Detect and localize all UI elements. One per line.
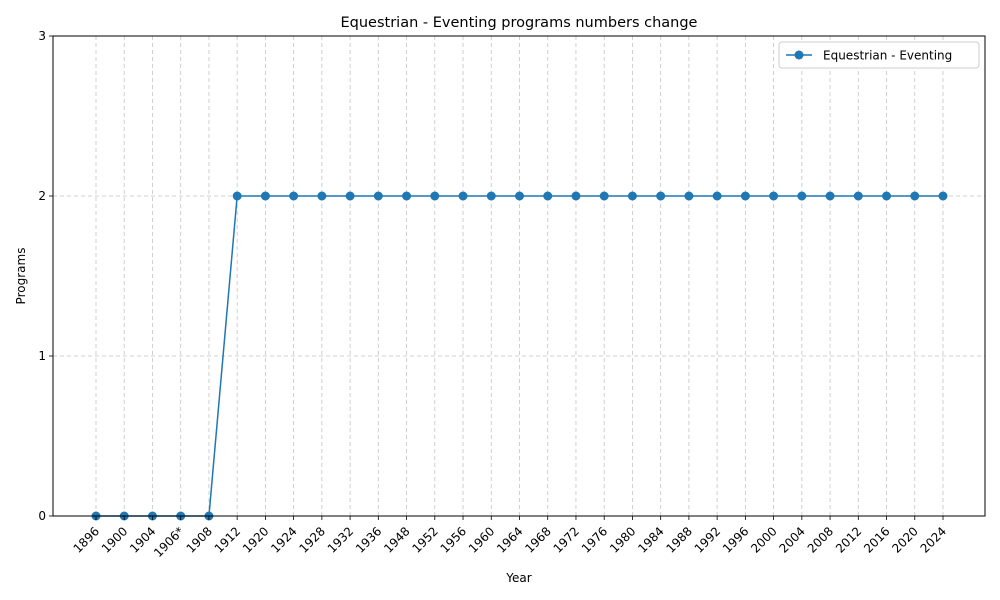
data-point xyxy=(430,191,440,201)
data-point xyxy=(232,191,242,201)
data-point xyxy=(797,191,807,201)
y-tick-label: 1 xyxy=(38,349,46,363)
data-point xyxy=(317,191,327,201)
y-tick-label: 0 xyxy=(38,509,46,523)
data-point xyxy=(373,191,383,201)
legend-series-label: Equestrian - Eventing xyxy=(823,49,952,63)
data-point xyxy=(627,191,637,201)
series-layer xyxy=(91,191,948,521)
y-tick-label: 2 xyxy=(38,189,46,203)
data-point xyxy=(486,191,496,201)
y-axis-label: Programs xyxy=(14,248,28,305)
chart-title: Equestrian - Eventing programs numbers c… xyxy=(341,15,698,31)
data-point xyxy=(289,191,299,201)
data-point xyxy=(740,191,750,201)
y-axis: 0 1 2 3 xyxy=(38,29,53,523)
data-point xyxy=(543,191,553,201)
grid xyxy=(53,35,985,517)
data-point xyxy=(938,191,948,201)
data-point xyxy=(571,191,581,201)
data-point xyxy=(458,191,468,201)
data-point xyxy=(882,191,892,201)
data-point xyxy=(656,191,666,201)
x-axis-label: Year xyxy=(505,571,531,585)
data-point xyxy=(402,191,412,201)
y-tick-label: 3 xyxy=(38,29,46,43)
data-point xyxy=(769,191,779,201)
data-point xyxy=(853,191,863,201)
data-point xyxy=(910,191,920,201)
data-point xyxy=(825,191,835,201)
data-point xyxy=(712,191,722,201)
legend-marker-sample xyxy=(794,50,804,60)
legend-box xyxy=(778,41,980,69)
plot-frame xyxy=(52,35,986,517)
data-point xyxy=(260,191,270,201)
data-point xyxy=(684,191,694,201)
data-point xyxy=(515,191,524,201)
data-point xyxy=(345,191,355,201)
legend: Equestrian - Eventing xyxy=(778,41,980,69)
data-point xyxy=(599,191,609,201)
